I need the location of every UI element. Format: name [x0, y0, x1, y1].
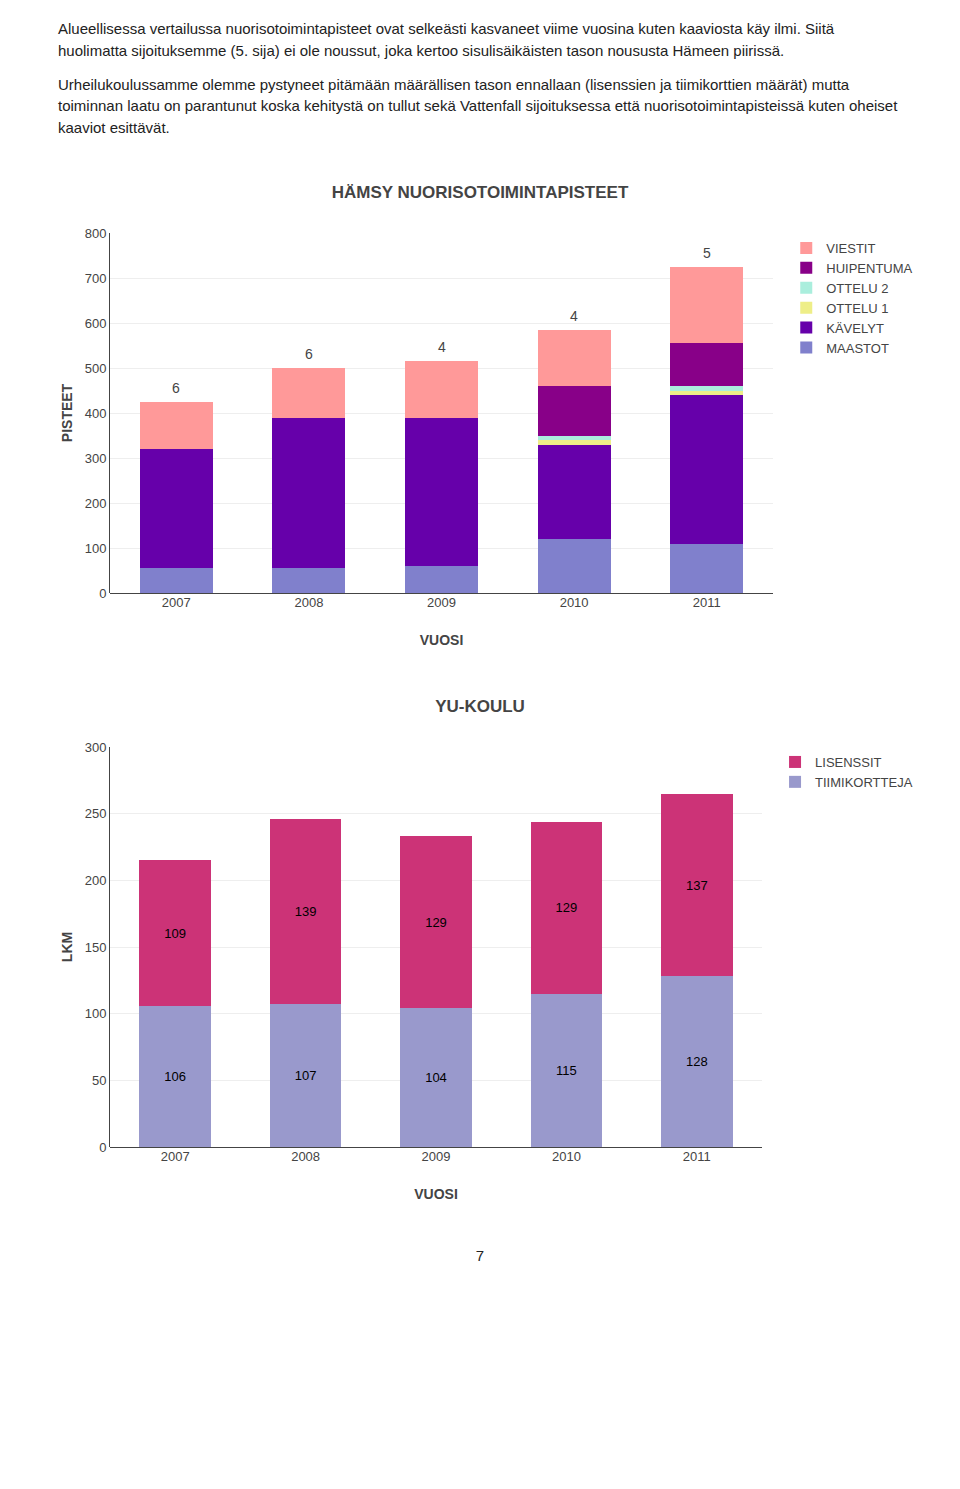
svg-text:2009: 2009 — [422, 1149, 451, 1164]
svg-text:5: 5 — [703, 245, 711, 261]
svg-text:139: 139 — [295, 904, 317, 919]
svg-text:200: 200 — [85, 873, 107, 888]
svg-text:KÄVELYT: KÄVELYT — [826, 320, 884, 335]
svg-text:PISTEET: PISTEET — [59, 383, 75, 442]
svg-text:2008: 2008 — [294, 595, 323, 610]
svg-text:2009: 2009 — [427, 595, 456, 610]
svg-text:600: 600 — [85, 315, 107, 330]
svg-text:128: 128 — [686, 1054, 708, 1069]
svg-text:300: 300 — [85, 450, 107, 465]
svg-text:400: 400 — [85, 405, 107, 420]
svg-text:129: 129 — [556, 900, 578, 915]
svg-text:109: 109 — [164, 925, 186, 940]
svg-text:0: 0 — [99, 1139, 106, 1154]
svg-text:YU-KOULU: YU-KOULU — [435, 697, 525, 716]
svg-text:2011: 2011 — [693, 595, 721, 610]
html-text:Alueellisessa vertailussa nuor: Alueellisessa vertailussa nuorisotoimint… — [58, 20, 835, 59]
svg-text:TIIMIKORTTEJA: TIIMIKORTTEJA — [815, 775, 913, 790]
svg-text:129: 129 — [425, 915, 447, 930]
svg-text:4: 4 — [570, 308, 578, 324]
svg-text:LISENSSIT: LISENSSIT — [815, 755, 882, 770]
svg-text:200: 200 — [85, 495, 107, 510]
svg-text:4: 4 — [438, 339, 446, 355]
svg-text:VIESTIT: VIESTIT — [826, 241, 875, 256]
svg-text:2010: 2010 — [552, 1149, 581, 1164]
svg-text:100: 100 — [85, 1006, 107, 1021]
svg-text:50: 50 — [92, 1073, 106, 1088]
svg-text:2010: 2010 — [560, 595, 589, 610]
svg-text:OTTELU 1: OTTELU 1 — [826, 300, 888, 315]
svg-text:2011: 2011 — [683, 1149, 711, 1164]
svg-text:106: 106 — [164, 1069, 186, 1084]
svg-text:VUOSI: VUOSI — [420, 632, 464, 648]
svg-text:137: 137 — [686, 877, 708, 892]
svg-text:500: 500 — [85, 360, 107, 375]
svg-text:HUIPENTUMA: HUIPENTUMA — [826, 261, 912, 276]
svg-text:6: 6 — [172, 380, 180, 396]
svg-text:0: 0 — [99, 585, 106, 600]
html-text:7: 7 — [475, 1246, 485, 1264]
svg-text:MAASTOT: MAASTOT — [826, 340, 889, 355]
svg-text:LKM: LKM — [59, 932, 75, 962]
html-text:Urheilukoulussamme olemme pyst: Urheilukoulussamme olemme pystyneet pitä… — [58, 75, 898, 136]
svg-text:800: 800 — [85, 225, 107, 240]
svg-text:700: 700 — [85, 270, 107, 285]
svg-text:6: 6 — [305, 346, 313, 362]
svg-text:100: 100 — [85, 540, 107, 555]
svg-text:2007: 2007 — [162, 595, 191, 610]
svg-text:300: 300 — [85, 739, 107, 754]
svg-text:2007: 2007 — [161, 1149, 190, 1164]
svg-text:250: 250 — [85, 806, 107, 821]
svg-text:VUOSI: VUOSI — [414, 1186, 458, 1202]
svg-text:104: 104 — [425, 1070, 447, 1085]
svg-text:107: 107 — [295, 1068, 317, 1083]
svg-text:150: 150 — [85, 939, 107, 954]
svg-text:HÄMSY NUORISOTOIMINTAPISTEET: HÄMSY NUORISOTOIMINTAPISTEET — [332, 183, 629, 202]
svg-text:OTTELU 2: OTTELU 2 — [826, 281, 888, 296]
svg-text:115: 115 — [556, 1063, 577, 1078]
svg-text:2008: 2008 — [291, 1149, 320, 1164]
